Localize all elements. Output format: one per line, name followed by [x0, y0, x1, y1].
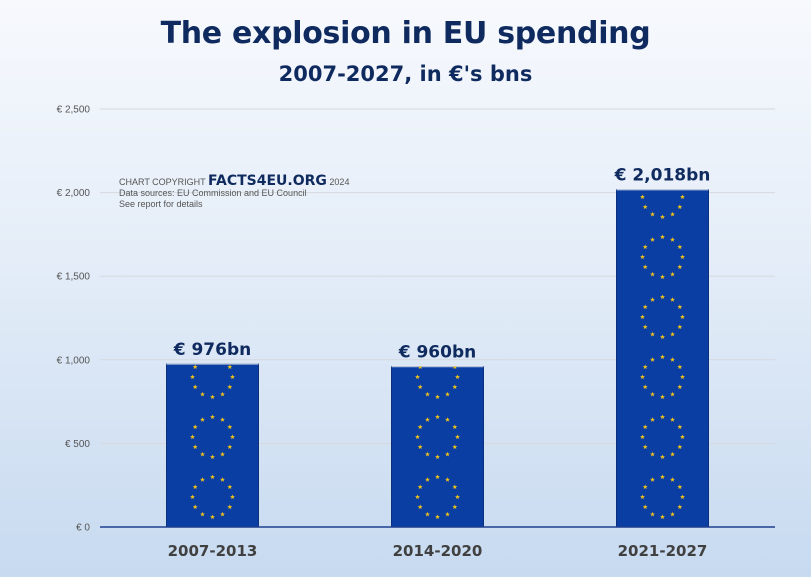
y-tick-label: € 2,500	[57, 105, 91, 116]
bar-2007-2013	[166, 363, 259, 528]
data-labels: € 976bn € 960bn € 2,018bn	[173, 166, 711, 363]
y-tick-label: € 500	[65, 439, 90, 450]
copyright-year: 2024	[329, 177, 350, 187]
data-label: € 2,018bn	[614, 166, 711, 186]
data-label: € 976bn	[173, 340, 252, 360]
data-sources: Data sources: EU Commission and EU Counc…	[119, 188, 307, 198]
x-tick-label: 2014-2020	[393, 542, 483, 560]
bar-2021-2027	[616, 188, 709, 528]
bars	[166, 188, 709, 528]
y-tick-label: € 1,000	[57, 355, 91, 366]
copyright-brand: FACTS4EU.ORG	[208, 173, 327, 189]
y-tick-label: € 1,500	[57, 272, 91, 283]
bar-2014-2020	[391, 365, 484, 528]
x-axis-ticks: 2007-2013 2014-2020 2021-2027	[168, 542, 708, 560]
x-tick-label: 2007-2013	[168, 542, 258, 560]
report-note: See report for details	[119, 199, 203, 209]
copyright-notice: CHART COPYRIGHT FACTS4EU.ORG 2024 Data s…	[119, 173, 350, 210]
x-tick-label: 2021-2027	[618, 542, 708, 560]
copyright-prefix: CHART COPYRIGHT	[119, 177, 206, 187]
y-tick-label: € 0	[76, 523, 90, 534]
bar-rect	[391, 365, 484, 528]
y-tick-label: € 2,000	[57, 188, 91, 199]
chart-subtitle: 2007-2027, in €'s bns	[278, 62, 533, 86]
data-label: € 960bn	[398, 342, 477, 362]
chart-title: The explosion in EU spending	[160, 16, 651, 51]
bar-rect	[616, 189, 709, 528]
y-axis-ticks: € 0 € 500 € 1,000 € 1,500 € 2,000 € 2,500	[57, 105, 91, 534]
bar-rect	[166, 363, 259, 528]
